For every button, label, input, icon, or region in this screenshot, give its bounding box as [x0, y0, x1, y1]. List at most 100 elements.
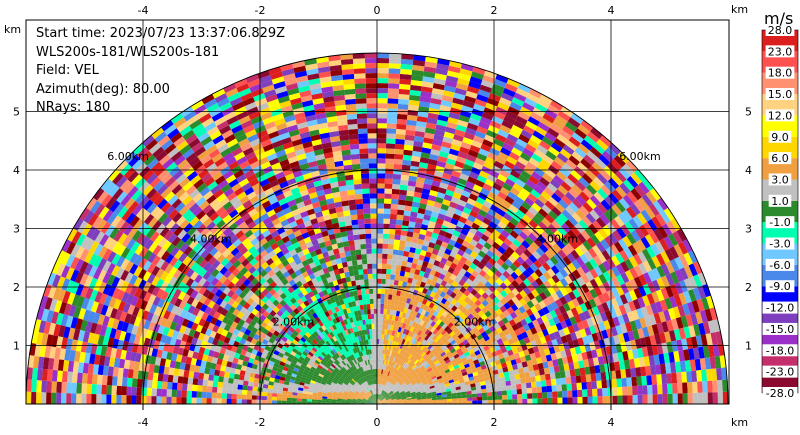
velocity-gate — [397, 386, 402, 390]
velocity-gate — [287, 199, 297, 208]
velocity-gate — [379, 338, 382, 344]
velocity-gate — [377, 308, 381, 314]
velocity-gate — [455, 204, 465, 212]
velocity-gate — [265, 257, 274, 266]
velocity-gate — [435, 388, 441, 392]
velocity-gate — [442, 363, 448, 369]
velocity-gate — [579, 367, 586, 376]
velocity-gate — [384, 393, 389, 398]
velocity-gate — [557, 313, 565, 323]
velocity-gate — [356, 368, 361, 374]
velocity-gate — [488, 357, 495, 363]
velocity-gate — [638, 356, 646, 368]
velocity-gate — [373, 394, 376, 400]
velocity-gate — [163, 366, 170, 375]
velocity-gate — [253, 344, 260, 351]
velocity-gate — [391, 188, 400, 195]
velocity-gate — [261, 338, 269, 346]
velocity-gate — [340, 386, 346, 390]
velocity-gate — [437, 401, 443, 404]
velocity-gate — [244, 371, 251, 377]
velocity-gate — [393, 389, 399, 394]
velocity-gate — [571, 212, 582, 223]
velocity-gate — [393, 239, 401, 246]
velocity-gate — [373, 389, 375, 395]
velocity-gate — [389, 366, 393, 372]
velocity-gate — [626, 311, 635, 322]
velocity-gate — [353, 364, 357, 370]
velocity-gate — [368, 380, 371, 386]
velocity-gate — [345, 387, 351, 391]
velocity-gate — [377, 401, 382, 404]
velocity-gate — [368, 364, 371, 370]
velocity-gate — [232, 328, 240, 336]
velocity-gate — [320, 137, 331, 145]
velocity-gate — [395, 219, 403, 226]
velocity-gate — [200, 360, 207, 368]
velocity-gate — [385, 168, 394, 174]
velocity-gate — [411, 201, 420, 208]
velocity-gate — [440, 146, 451, 154]
velocity-gate — [377, 243, 383, 249]
velocity-gate — [341, 261, 348, 268]
velocity-gate — [338, 392, 344, 396]
velocity-gate — [495, 308, 503, 316]
velocity-gate — [116, 376, 123, 387]
velocity-gate — [256, 399, 262, 404]
velocity-gate — [559, 287, 569, 297]
velocity-gate — [264, 148, 276, 157]
velocity-gate — [394, 274, 400, 281]
velocity-gate — [213, 375, 219, 382]
velocity-gate — [383, 349, 387, 355]
velocity-gate — [470, 250, 478, 259]
velocity-gate — [393, 380, 398, 386]
velocity-gate — [306, 375, 312, 380]
velocity-gate — [386, 133, 396, 139]
velocity-gate — [500, 216, 510, 226]
velocity-gate — [342, 324, 347, 331]
velocity-gate — [393, 305, 398, 311]
velocity-gate — [230, 247, 240, 257]
velocity-gate — [366, 392, 371, 397]
velocity-gate — [200, 340, 208, 349]
velocity-gate — [122, 302, 131, 314]
velocity-gate — [207, 380, 214, 387]
velocity-gate — [374, 399, 377, 404]
velocity-gate — [106, 385, 112, 395]
velocity-gate — [389, 329, 393, 336]
velocity-gate — [465, 366, 472, 372]
velocity-gate — [338, 267, 345, 274]
velocity-gate — [145, 329, 153, 340]
velocity-gate — [512, 399, 518, 404]
velocity-gate — [415, 390, 421, 393]
velocity-gate — [344, 329, 349, 336]
velocity-gate — [435, 318, 442, 325]
velocity-gate — [166, 302, 175, 313]
velocity-gate — [514, 300, 523, 309]
velocity-gate — [381, 398, 386, 402]
velocity-gate — [363, 278, 369, 285]
velocity-gate — [226, 289, 235, 298]
velocity-gate — [443, 356, 450, 362]
velocity-gate — [239, 306, 248, 315]
velocity-gate — [628, 289, 638, 301]
velocity-gate — [283, 316, 291, 324]
velocity-gate — [349, 381, 354, 386]
velocity-gate — [469, 171, 479, 180]
velocity-gate — [349, 143, 360, 150]
velocity-gate — [553, 345, 561, 353]
velocity-gate — [418, 202, 427, 210]
velocity-gate — [201, 354, 209, 362]
velocity-gate — [592, 396, 598, 404]
velocity-gate — [463, 351, 470, 357]
velocity-gate — [374, 318, 377, 324]
velocity-gate — [200, 249, 210, 259]
velocity-gate — [342, 394, 349, 397]
velocity-gate — [296, 262, 305, 270]
velocity-gate — [537, 398, 543, 404]
velocity-gate — [389, 377, 393, 383]
velocity-gate — [198, 346, 206, 355]
velocity-gate — [466, 320, 474, 327]
velocity-gate — [188, 202, 200, 213]
velocity-gate — [531, 171, 543, 181]
